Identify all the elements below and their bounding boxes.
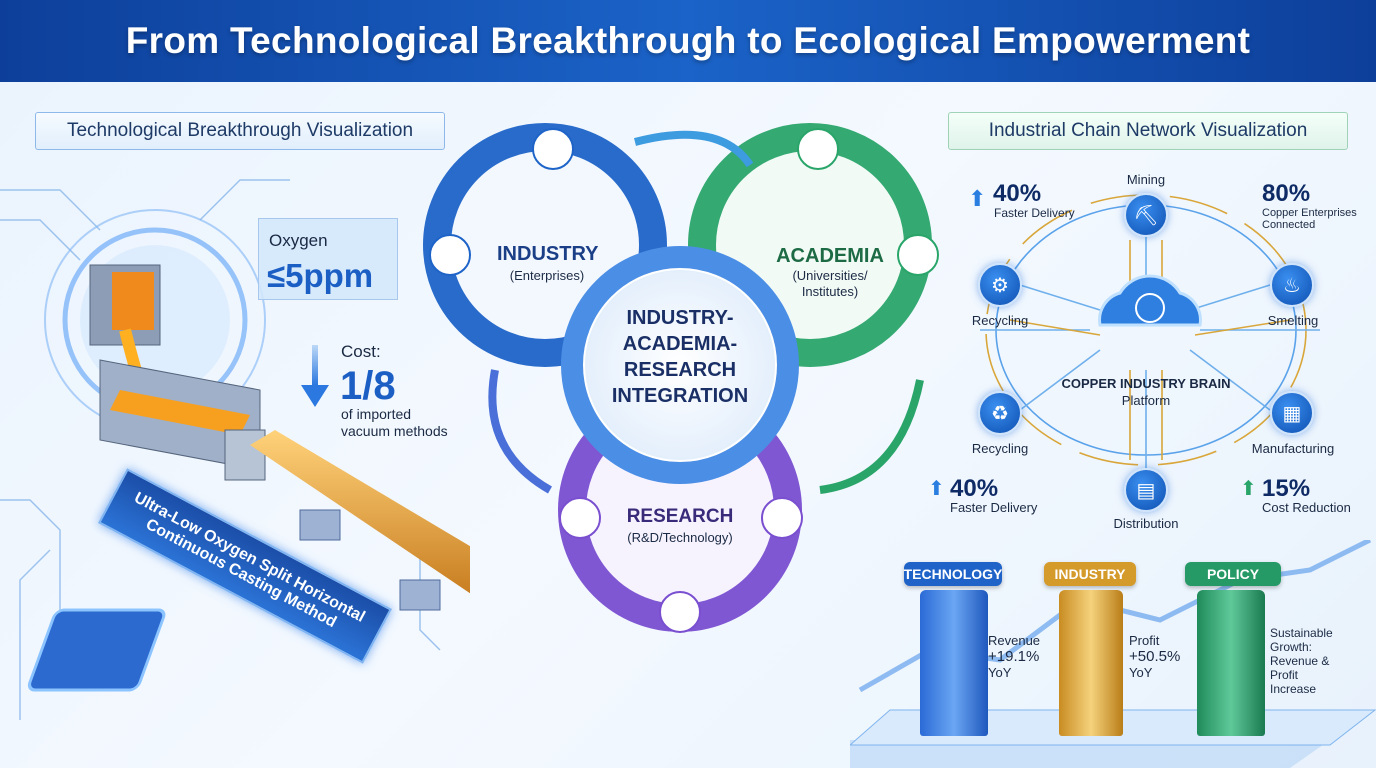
metric-line: Sustainable: [1270, 626, 1333, 640]
stat-label: Faster Delivery: [994, 206, 1075, 220]
industry-metric: Profit +50.5% YoY: [1129, 633, 1180, 681]
industry-title: INDUSTRY: [497, 243, 599, 265]
research-title: RESEARCH: [626, 506, 734, 527]
node-label-manufacturing: Manufacturing: [1251, 441, 1335, 456]
cycle-arrow: [819, 379, 924, 494]
core-line: RESEARCH: [623, 359, 737, 381]
microscope-icon: [559, 497, 601, 539]
industry-pillar: [1059, 590, 1123, 736]
stat-value: 40%: [950, 475, 999, 502]
oxygen-stat: Oxygen ≤5ppm: [258, 218, 398, 300]
core-title: INDUSTRY- ACADEMIA- RESEARCH INTEGRATION: [590, 305, 770, 409]
left-panel-title: Technological Breakthrough Visualization: [35, 112, 445, 150]
stat-label: Cost Reduction: [1262, 500, 1351, 515]
up-arrow-icon: ⬆: [968, 186, 987, 211]
casting-illustration: [0, 179, 470, 720]
circuit-lines: [0, 179, 441, 720]
research-subtitle: (R&D/Technology): [627, 530, 733, 545]
metric-line: +19.1%: [988, 648, 1040, 665]
up-arrow-icon: ⬆: [1240, 478, 1257, 500]
header-banner: From Technological Breakthrough to Ecolo…: [0, 0, 1376, 82]
pillar-label-industry: INDUSTRY: [1044, 562, 1136, 586]
stat-label: Copper Enterprises: [1262, 207, 1357, 219]
academia-subtitle: (Universities/: [792, 268, 868, 283]
oxygen-value: ≤5ppm: [267, 257, 374, 294]
stat-label: Connected: [1262, 219, 1316, 231]
core-line: INTEGRATION: [611, 385, 749, 407]
recycle-icon: ♻: [978, 391, 1022, 435]
pillar-label-policy: POLICY: [1185, 562, 1281, 586]
cost-label: Cost:: [341, 342, 381, 361]
metric-line: Profit: [1129, 633, 1160, 648]
platform-subtitle: Platform: [1121, 393, 1171, 408]
smelting-icon: ♨: [1270, 263, 1314, 307]
page-title: From Technological Breakthrough to Ecolo…: [125, 20, 1251, 61]
cycle-arrow: [633, 130, 754, 168]
copper-rod: [250, 430, 470, 594]
stat-value: 80%: [1262, 180, 1311, 207]
cloud-brain-icon: [1098, 274, 1202, 327]
cost-value: 1/8: [340, 364, 396, 408]
node-label-distribution: Distribution: [1113, 516, 1179, 531]
technology-pillar: [920, 590, 988, 736]
down-arrow-icon: [300, 345, 330, 407]
cloud-icon: [761, 497, 803, 539]
metric-line: YoY: [988, 665, 1012, 680]
microscope-lab-icon: [897, 234, 939, 276]
node-label-recycling: Recycling: [971, 313, 1029, 328]
platform-title: COPPER INDUSTRY BRAIN: [1061, 376, 1231, 391]
oxygen-label: Oxygen: [269, 231, 328, 250]
metric-line: Revenue: [988, 633, 1041, 648]
integration-diagram: [423, 123, 939, 633]
recycling-machine-icon: ⚙: [978, 263, 1022, 307]
factory-icon: ▦: [1270, 391, 1314, 435]
brain-icon: [1135, 293, 1165, 323]
stat-value: 40%: [993, 180, 1042, 207]
policy-metric: Sustainable Growth: Revenue & Profit Inc…: [1270, 626, 1333, 696]
stat-label: Faster Delivery: [950, 500, 1038, 515]
academia-title: ACADEMIA: [776, 245, 884, 267]
cost-note: of imported: [341, 406, 412, 422]
platform-base: [850, 740, 1330, 768]
chip-icon: [27, 608, 166, 692]
node-label-recycling: Recycling: [971, 441, 1029, 456]
right-panel-title: Industrial Chain Network Visualization: [948, 112, 1348, 150]
mining-icon: ⛏: [1124, 193, 1168, 237]
metric-line: +50.5%: [1129, 648, 1181, 665]
academia-subtitle: Institutes): [801, 284, 859, 299]
stat-value: 15%: [1262, 475, 1311, 502]
policy-pillar: [1197, 590, 1265, 736]
metric-line: Revenue &: [1270, 654, 1330, 668]
metric-line: Increase: [1270, 682, 1317, 696]
pillar-label-technology: TECHNOLOGY: [904, 562, 1002, 586]
cost-note: vacuum methods: [341, 423, 448, 439]
technology-metric: Revenue +19.1% YoY: [988, 633, 1040, 681]
node-label-mining: Mining: [1126, 172, 1166, 187]
distribution-icon: ▤: [1124, 468, 1168, 512]
industry-subtitle: (Enterprises): [509, 268, 585, 283]
metric-line: YoY: [1129, 665, 1153, 680]
brain-icon: [659, 591, 701, 633]
gear-icon: [532, 128, 574, 170]
metric-line: Profit: [1270, 668, 1299, 682]
core-line: ACADEMIA-: [622, 333, 738, 355]
up-arrow-icon: ⬆: [928, 478, 945, 500]
node-label-smelting: Smelting: [1267, 313, 1319, 328]
graduation-cap-icon: [797, 128, 839, 170]
robot-arm-icon: [429, 234, 471, 276]
metric-line: Growth:: [1270, 640, 1313, 654]
core-line: INDUSTRY-: [626, 307, 734, 329]
cycle-arrow: [488, 369, 552, 494]
